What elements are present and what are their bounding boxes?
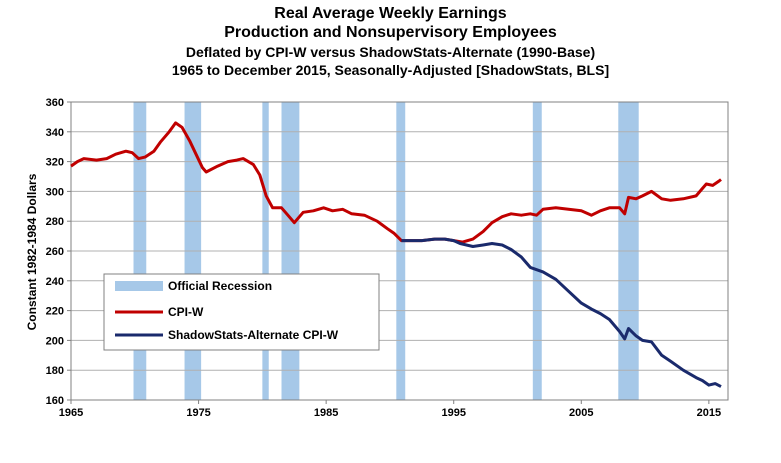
y-axis-label: Constant 1982-1984 Dollars xyxy=(25,173,39,330)
legend: Official Recession CPI-W ShadowStats-Alt… xyxy=(103,273,380,351)
y-tick-label-340: 340 xyxy=(46,127,64,139)
legend-recession-label: Official Recession xyxy=(168,279,272,293)
y-tick-label-280: 280 xyxy=(46,216,64,228)
x-tick-label-2015: 2015 xyxy=(697,407,721,419)
x-tick-label-1965: 1965 xyxy=(59,407,83,419)
y-tick-label-200: 200 xyxy=(46,335,64,347)
y-tick-label-240: 240 xyxy=(46,276,64,288)
chart-subtitle-1: Production and Nonsupervisory Employees xyxy=(224,24,557,41)
y-tick-label-180: 180 xyxy=(46,365,64,377)
y-tick-label-360: 360 xyxy=(46,97,64,109)
series-line-shadowstats xyxy=(401,237,722,388)
x-tick-label-1985: 1985 xyxy=(314,407,338,419)
legend-cpiw-label: CPI-W xyxy=(168,305,204,319)
chart-subtitle-3: 1965 to December 2015, Seasonally-Adjust… xyxy=(171,62,610,78)
chart-title: Real Average Weekly Earnings xyxy=(274,5,507,22)
chart-subtitle-2: Deflated by CPI-W versus ShadowStats-Alt… xyxy=(185,44,596,60)
x-tick-label-1975: 1975 xyxy=(186,407,210,419)
y-tick-label-320: 320 xyxy=(46,157,64,169)
legend-shadowstats-label: ShadowStats-Alternate CPI-W xyxy=(168,328,339,342)
series-line-cpi-w xyxy=(70,121,722,244)
y-tick-label-220: 220 xyxy=(46,306,64,318)
legend-recession-swatch xyxy=(115,281,163,291)
y-tick-label-160: 160 xyxy=(46,395,64,407)
y-tick-label-300: 300 xyxy=(46,186,64,198)
series-lines xyxy=(70,121,722,388)
x-tick-label-1995: 1995 xyxy=(441,407,465,419)
axes: 160 180 200 220 240 260 280 300 320 340 360 1965 197… xyxy=(46,97,721,419)
y-tick-label-260: 260 xyxy=(46,246,64,258)
x-tick-label-2005: 2005 xyxy=(569,407,593,419)
